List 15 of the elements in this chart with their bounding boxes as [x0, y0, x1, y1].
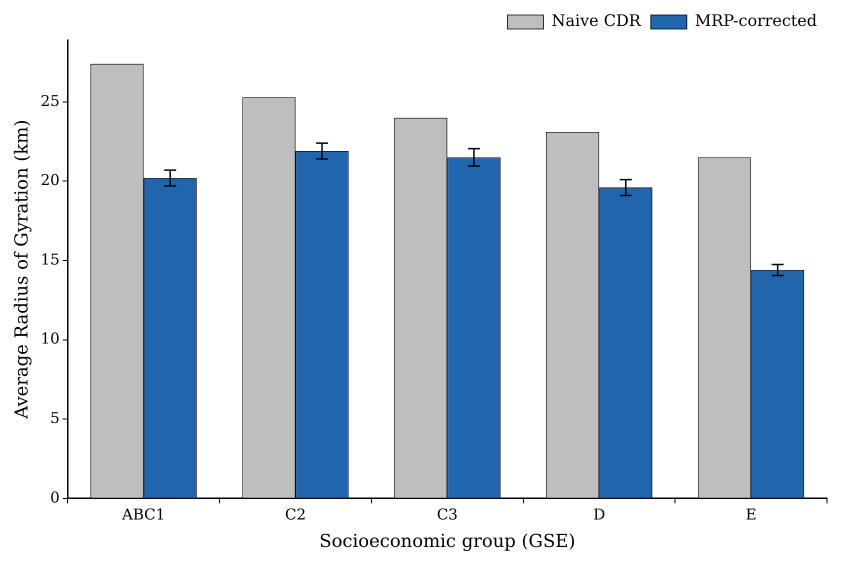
y-tick-label: 20: [40, 171, 60, 190]
x-axis-title: Socioeconomic group (GSE): [319, 530, 576, 552]
legend-label: Naive CDR: [551, 11, 642, 30]
x-tick-label: C3: [436, 505, 458, 524]
legend-label: MRP-corrected: [694, 11, 817, 30]
x-tick-label: D: [593, 505, 606, 524]
y-tick-label: 10: [40, 330, 60, 348]
x-tick-label: E: [746, 505, 757, 524]
y-tick-label: 5: [50, 408, 60, 427]
x-tick-label: C2: [284, 505, 306, 524]
y-tick-label: 0: [50, 488, 60, 506]
x-tick-label: ABC1: [121, 505, 166, 524]
y-tick-label: 25: [40, 92, 60, 110]
y-tick-label: 15: [40, 250, 60, 268]
y-axis-title: Average Radius of Gyration (km): [11, 120, 32, 420]
